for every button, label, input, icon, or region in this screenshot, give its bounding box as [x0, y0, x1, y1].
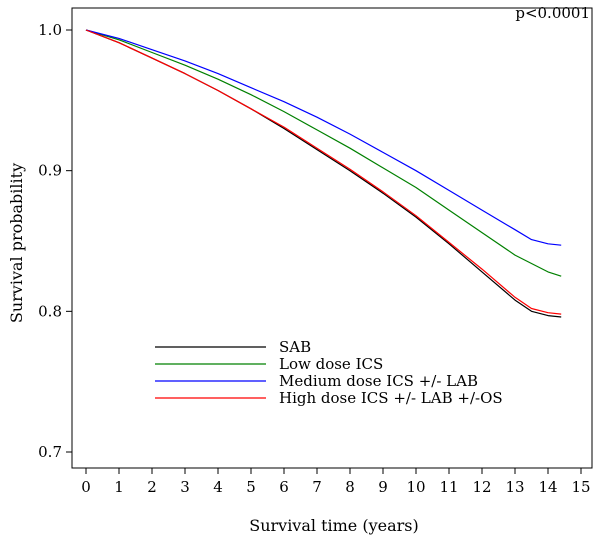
- x-axis-title: Survival time (years): [249, 516, 419, 535]
- x-tick-label: 1: [114, 478, 124, 496]
- x-tick-label: 4: [213, 478, 223, 496]
- plot-frame: [71, 7, 593, 469]
- series-line-medium-dose-ics-lab: [85, 29, 562, 246]
- plot-area: [71, 7, 593, 469]
- y-tick-label: 1.0: [38, 21, 62, 39]
- series-lines: [85, 29, 562, 318]
- x-tick-label: 3: [180, 478, 190, 496]
- x-tick-label: 6: [279, 478, 289, 496]
- series-line-sab: [85, 29, 562, 318]
- x-tick-label: 10: [406, 478, 425, 496]
- x-tick-label: 5: [246, 478, 256, 496]
- y-tick-label: 0.9: [38, 162, 62, 180]
- y-tick-label: 0.8: [38, 302, 62, 320]
- x-tick-label: 11: [439, 478, 458, 496]
- x-tick-label: 15: [571, 478, 590, 496]
- y-axis: 0.7 0.8 0.9 1.0: [38, 21, 72, 461]
- x-axis: 0 1 2 3 4 5 6 7 8 9 10 11 12 13 14 15: [81, 468, 591, 496]
- x-tick-label: 14: [538, 478, 557, 496]
- x-tick-label: 9: [378, 478, 388, 496]
- y-axis-title: Survival probability: [7, 163, 26, 323]
- x-tick-label: 12: [472, 478, 491, 496]
- x-tick-label: 0: [81, 478, 91, 496]
- series-line-low-dose-ics: [85, 29, 562, 277]
- legend-label: Low dose ICS: [279, 355, 383, 373]
- x-tick-label: 2: [147, 478, 157, 496]
- x-tick-label: 7: [312, 478, 322, 496]
- series-line-high-dose-ics-lab-os: [85, 29, 562, 315]
- y-tick-label: 0.7: [38, 443, 62, 461]
- x-tick-label: 8: [345, 478, 355, 496]
- legend-label: High dose ICS +/- LAB +/-OS: [279, 389, 503, 407]
- p-value-annotation: p<0.0001: [515, 4, 590, 22]
- legend-label: SAB: [279, 338, 311, 356]
- x-tick-label: 13: [505, 478, 524, 496]
- legend-label: Medium dose ICS +/- LAB: [279, 372, 478, 390]
